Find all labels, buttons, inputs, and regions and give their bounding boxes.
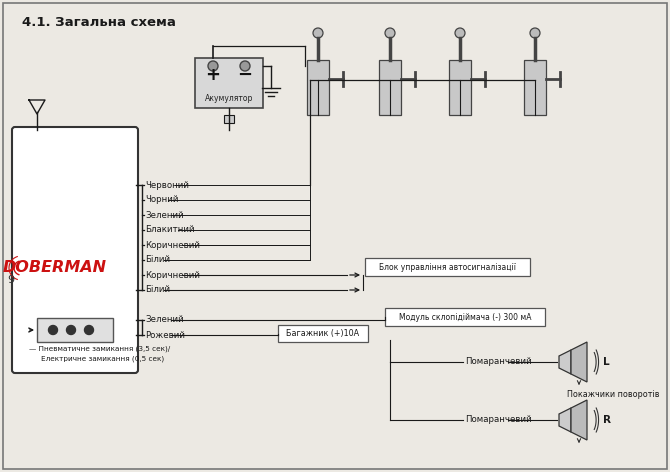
Text: Зелений: Зелений (145, 211, 184, 219)
Bar (37, 318, 113, 342)
Bar (224, 115, 234, 123)
Circle shape (240, 61, 250, 71)
Text: Коричневий: Коричневий (145, 241, 200, 250)
Text: Покажчики поворотів: Покажчики поворотів (567, 390, 659, 399)
Text: Коричневий: Коричневий (145, 270, 200, 279)
Bar (524, 60, 546, 115)
Text: L: L (603, 357, 610, 367)
Text: Рожевий: Рожевий (145, 330, 185, 339)
Text: Чорний: Чорний (145, 195, 178, 204)
Text: Помаранчевий: Помаранчевий (465, 415, 532, 424)
Bar (449, 60, 471, 115)
Text: −: − (237, 66, 253, 84)
Text: +: + (206, 66, 220, 84)
Text: R: R (603, 415, 611, 425)
Polygon shape (571, 400, 587, 440)
Bar (278, 325, 368, 342)
Text: Модуль склопідіймача (-) 300 мА: Модуль склопідіймача (-) 300 мА (399, 312, 531, 321)
Text: Білий: Білий (145, 286, 170, 295)
Circle shape (313, 28, 323, 38)
Bar (307, 60, 329, 115)
Circle shape (84, 326, 94, 335)
Circle shape (385, 28, 395, 38)
Bar (385, 308, 545, 326)
Bar (379, 60, 401, 115)
Text: Червоний: Червоний (145, 180, 189, 189)
Bar (365, 258, 530, 276)
Text: Блакитний: Блакитний (145, 226, 194, 235)
Text: Білий: Білий (145, 255, 170, 264)
FancyBboxPatch shape (12, 127, 138, 373)
Circle shape (208, 61, 218, 71)
Circle shape (455, 28, 465, 38)
Circle shape (66, 326, 76, 335)
Bar (195, 58, 263, 108)
Text: Акумулятор: Акумулятор (205, 94, 253, 103)
Polygon shape (571, 342, 587, 382)
Text: 4.1. Загальна схема: 4.1. Загальна схема (22, 16, 176, 29)
Polygon shape (559, 408, 571, 432)
Text: Електричне замикання (0,5 сек): Електричне замикання (0,5 сек) (41, 356, 164, 362)
Polygon shape (559, 350, 571, 374)
Text: 9: 9 (7, 275, 14, 285)
Text: — Пневматичне замикання (3,5 сек)/: — Пневматичне замикання (3,5 сек)/ (29, 346, 170, 353)
Circle shape (530, 28, 540, 38)
Text: Блок управління автосигналізації: Блок управління автосигналізації (379, 262, 516, 271)
Text: Багажник (+)10А: Багажник (+)10А (287, 329, 360, 338)
Text: DOBERMAN: DOBERMAN (3, 261, 107, 276)
Text: Зелений: Зелений (145, 315, 184, 325)
Text: Помаранчевий: Помаранчевий (465, 357, 532, 366)
Circle shape (48, 326, 58, 335)
